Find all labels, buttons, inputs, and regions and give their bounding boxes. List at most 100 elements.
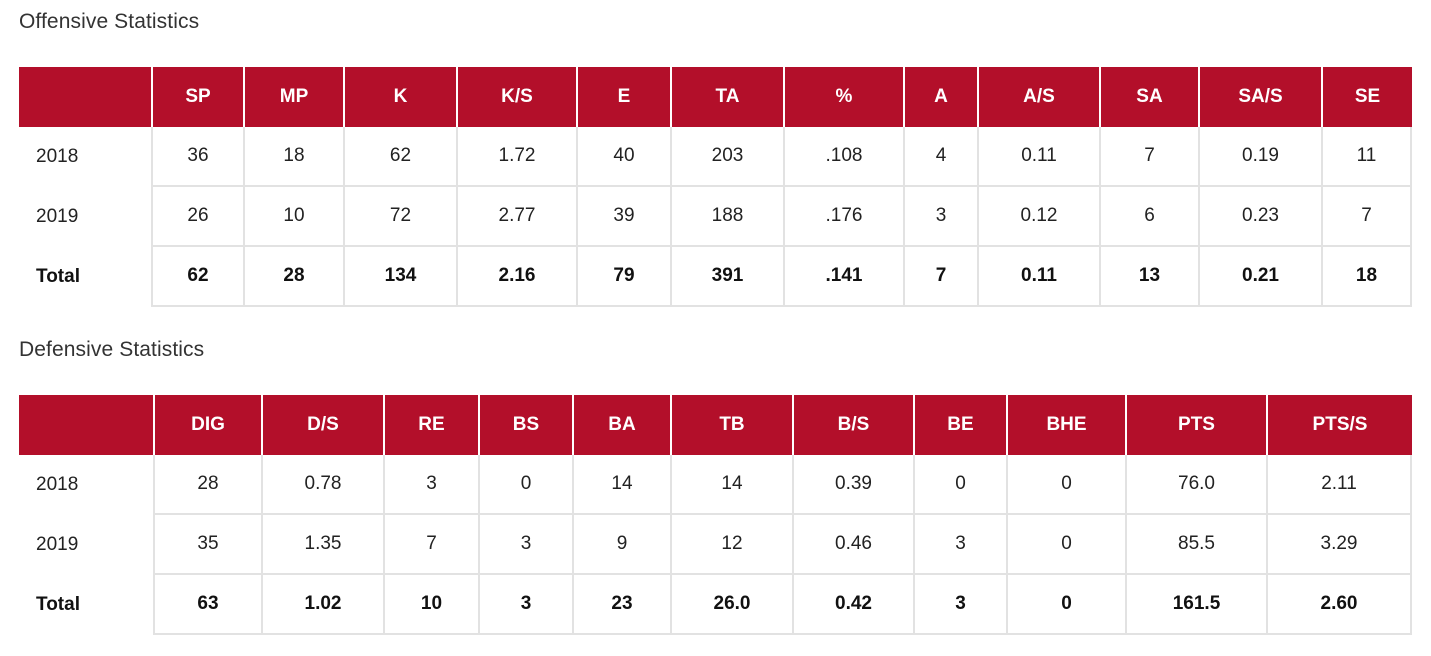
column-header-bs: BS (478, 395, 572, 455)
column-header-bhe: BHE (1006, 395, 1125, 455)
column-header-ta: TA (670, 67, 783, 127)
column-header-a: A (903, 67, 977, 127)
column-header-sa: SA (1099, 67, 1198, 127)
table-cell: 391 (670, 247, 783, 307)
offensive-statistics-title: Offensive Statistics (19, 10, 200, 33)
table-cell: 0.42 (792, 575, 913, 635)
column-header-mp: MP (243, 67, 343, 127)
table-cell: 0.39 (792, 455, 913, 515)
table-cell: 6 (1099, 187, 1198, 247)
table-cell: 3 (903, 187, 977, 247)
table-cell: 11 (1321, 127, 1412, 187)
table-cell: 62 (151, 247, 243, 307)
table-cell: 0.19 (1198, 127, 1321, 187)
table-cell: 26.0 (670, 575, 792, 635)
table-cell: 7 (903, 247, 977, 307)
row-label: 2018 (36, 146, 79, 167)
table-cell: 134 (343, 247, 456, 307)
table-row-total: Total 63 1.02 10 3 23 26.0 0.42 3 0 161.… (19, 575, 1412, 635)
table-cell: 3.29 (1266, 515, 1412, 575)
table-cell: 35 (153, 515, 261, 575)
table-header-row: SP MP K K/S E TA % A A/S SA SA/S SE (19, 67, 1412, 127)
column-header-pct: % (783, 67, 903, 127)
table-cell: 13 (1099, 247, 1198, 307)
row-label: Total (36, 594, 80, 615)
table-cell: 39 (576, 187, 670, 247)
table-cell: 7 (1321, 187, 1412, 247)
table-cell: 10 (243, 187, 343, 247)
table-cell: 0.12 (977, 187, 1099, 247)
table-cell: 161.5 (1125, 575, 1266, 635)
table-cell: 3 (913, 575, 1006, 635)
table-cell: 79 (576, 247, 670, 307)
defensive-statistics-title: Defensive Statistics (19, 338, 205, 361)
table-cell: 0 (1006, 575, 1125, 635)
header-corner (19, 395, 153, 455)
table-cell: 3 (913, 515, 1006, 575)
table-cell: 3 (383, 455, 478, 515)
table-cell: 188 (670, 187, 783, 247)
table-cell: 1.35 (261, 515, 383, 575)
table-cell: 36 (151, 127, 243, 187)
table-cell: 14 (670, 455, 792, 515)
column-header-ba: BA (572, 395, 670, 455)
table-cell: 0.11 (977, 247, 1099, 307)
table-cell: 76.0 (1125, 455, 1266, 515)
table-cell: 1.72 (456, 127, 576, 187)
table-cell: 7 (383, 515, 478, 575)
table-cell: 0.11 (977, 127, 1099, 187)
column-header-sp: SP (151, 67, 243, 127)
row-label: 2019 (36, 206, 79, 227)
table-cell: 3 (478, 515, 572, 575)
table-cell: 7 (1099, 127, 1198, 187)
table-cell: 40 (576, 127, 670, 187)
column-header-k: K (343, 67, 456, 127)
table-cell: 2.11 (1266, 455, 1412, 515)
table-cell: 28 (153, 455, 261, 515)
table-cell: 0 (1006, 455, 1125, 515)
table-cell: 28 (243, 247, 343, 307)
offensive-statistics-table: SP MP K K/S E TA % A A/S SA SA/S SE 2018… (19, 67, 1412, 307)
table-cell: 23 (572, 575, 670, 635)
table-cell: 2.60 (1266, 575, 1412, 635)
row-label: Total (36, 266, 80, 287)
table-row: 2019 35 1.35 7 3 9 12 0.46 3 0 85.5 3.29 (19, 515, 1412, 575)
table-cell: 14 (572, 455, 670, 515)
table-cell: 62 (343, 127, 456, 187)
table-cell: 0.78 (261, 455, 383, 515)
table-cell: 0.21 (1198, 247, 1321, 307)
column-header-a-per-set: A/S (977, 67, 1099, 127)
table-cell: 18 (243, 127, 343, 187)
table-header-row: DIG D/S RE BS BA TB B/S BE BHE PTS PTS/S (19, 395, 1412, 455)
table-cell: 63 (153, 575, 261, 635)
column-header-sa-per-set: SA/S (1198, 67, 1321, 127)
table-cell: 9 (572, 515, 670, 575)
table-cell: 10 (383, 575, 478, 635)
column-header-se: SE (1321, 67, 1412, 127)
column-header-re: RE (383, 395, 478, 455)
table-cell: 26 (151, 187, 243, 247)
table-cell: 203 (670, 127, 783, 187)
defensive-statistics-table: DIG D/S RE BS BA TB B/S BE BHE PTS PTS/S… (19, 395, 1412, 635)
table-cell: 1.02 (261, 575, 383, 635)
table-cell: 0.23 (1198, 187, 1321, 247)
table-row: 2018 28 0.78 3 0 14 14 0.39 0 0 76.0 2.1… (19, 455, 1412, 515)
column-header-pts: PTS (1125, 395, 1266, 455)
table-cell: 0 (913, 455, 1006, 515)
row-label: 2018 (36, 474, 79, 495)
header-corner (19, 67, 151, 127)
table-cell: 4 (903, 127, 977, 187)
column-header-pts-per-set: PTS/S (1266, 395, 1412, 455)
row-label: 2019 (36, 534, 79, 555)
table-row-total: Total 62 28 134 2.16 79 391 .141 7 0.11 … (19, 247, 1412, 307)
table-cell: .176 (783, 187, 903, 247)
column-header-k-per-set: K/S (456, 67, 576, 127)
table-cell: .108 (783, 127, 903, 187)
column-header-e: E (576, 67, 670, 127)
table-row: 2018 36 18 62 1.72 40 203 .108 4 0.11 7 … (19, 127, 1412, 187)
column-header-dig: DIG (153, 395, 261, 455)
table-cell: 2.16 (456, 247, 576, 307)
column-header-be: BE (913, 395, 1006, 455)
table-cell: 18 (1321, 247, 1412, 307)
table-cell: 3 (478, 575, 572, 635)
